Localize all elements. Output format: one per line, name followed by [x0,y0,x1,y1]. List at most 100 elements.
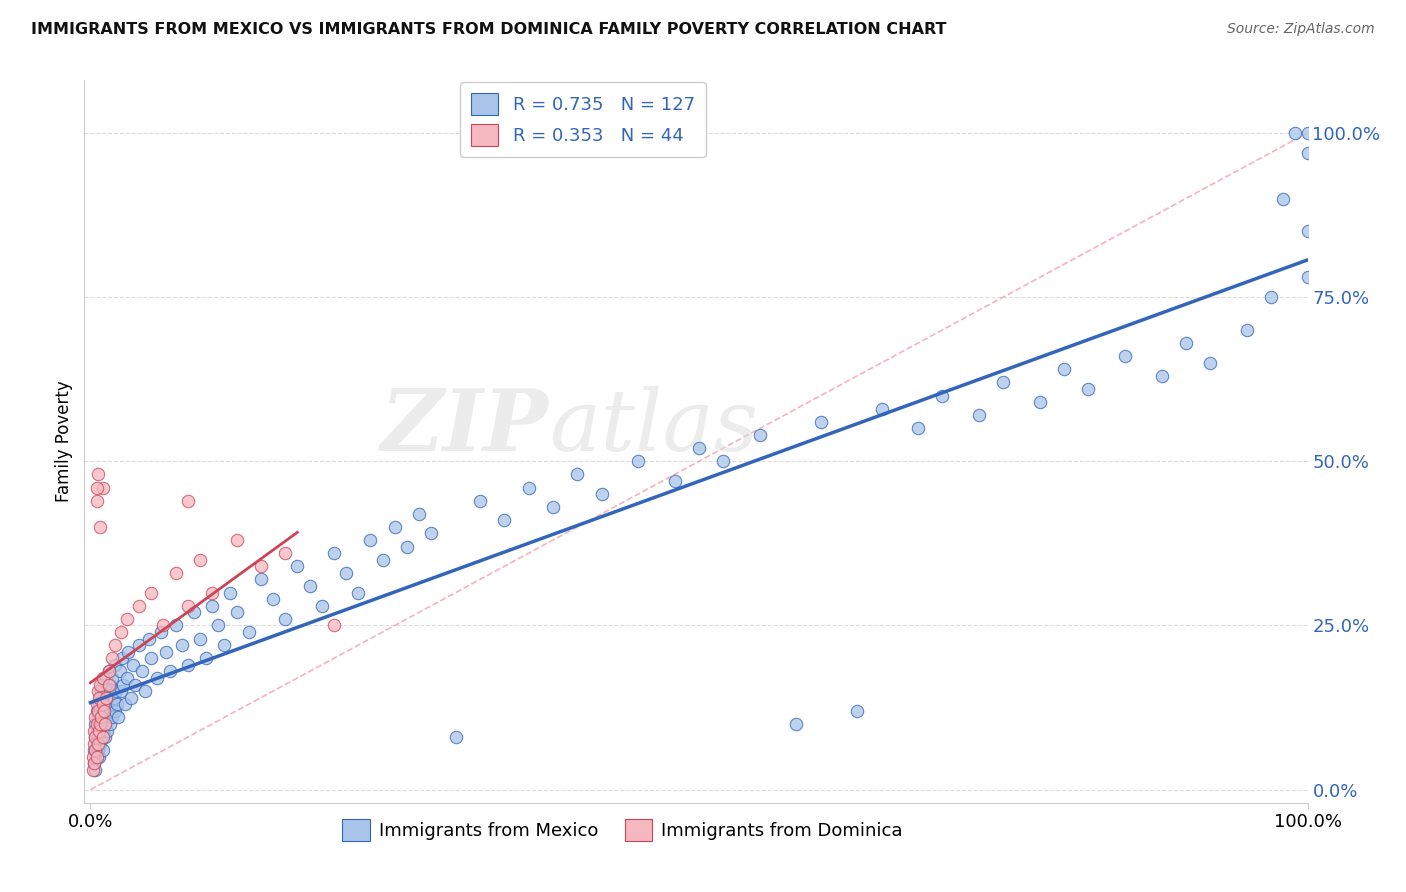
Point [225,605,247,619]
Point [115,671,138,685]
Point [150,625,173,640]
Point [104,704,127,718]
Point [371,553,394,567]
Point [90,710,112,724]
Point [1296,126,1319,140]
Point [1053,362,1076,376]
Point [1260,290,1282,304]
Point [1199,356,1222,370]
Point [1029,395,1052,409]
Point [87,723,110,738]
Point [87,690,110,705]
Point [177,657,200,672]
Point [84,730,107,744]
Point [86,737,108,751]
Point [141,651,163,665]
Point [159,665,181,679]
Point [87,698,110,712]
Point [188,553,211,567]
Point [225,533,247,547]
Point [83,756,105,771]
Point [84,710,107,724]
Point [101,671,124,685]
Point [86,749,108,764]
Point [97,704,120,718]
Point [591,487,613,501]
Point [250,559,273,574]
Point [83,756,105,771]
Point [322,618,344,632]
Point [110,625,132,640]
Point [152,618,174,632]
Point [1296,224,1319,238]
Point [87,737,110,751]
Point [91,698,114,712]
Point [664,474,686,488]
Point [96,710,118,724]
Text: atlas: atlas [550,385,758,468]
Point [84,743,107,757]
Point [105,698,128,712]
Point [1236,323,1258,337]
Point [931,388,953,402]
Point [146,671,169,685]
Point [103,690,125,705]
Point [1284,126,1306,140]
Point [115,612,138,626]
Point [250,573,273,587]
Point [177,599,200,613]
Point [107,710,129,724]
Point [128,599,150,613]
Point [117,645,139,659]
Point [1272,192,1295,206]
Point [108,665,131,679]
Point [1077,382,1099,396]
Point [567,467,589,482]
Point [91,677,114,691]
Point [94,717,117,731]
Point [93,717,115,731]
Point [84,730,107,744]
Point [84,717,107,731]
Point [494,513,516,527]
Point [86,481,108,495]
Point [627,454,650,468]
Point [907,421,929,435]
Point [124,677,146,691]
Point [83,737,105,751]
Point [96,690,118,705]
Point [111,651,134,665]
Point [87,710,110,724]
Point [83,723,105,738]
Point [89,520,111,534]
Point [98,717,121,731]
Point [82,763,104,777]
Point [285,559,308,574]
Point [1174,336,1197,351]
Point [207,618,229,632]
Point [82,749,104,764]
Text: IMMIGRANTS FROM MEXICO VS IMMIGRANTS FROM DOMINICA FAMILY POVERTY CORRELATION CH: IMMIGRANTS FROM MEXICO VS IMMIGRANTS FRO… [31,22,946,37]
Point [91,723,114,738]
Point [748,428,770,442]
Point [86,717,108,731]
Point [89,717,111,731]
Point [138,632,160,646]
Point [96,684,118,698]
Point [347,585,370,599]
Point [967,409,990,423]
Point [87,730,110,744]
Point [274,546,297,560]
Point [98,677,121,691]
Point [97,677,120,691]
Point [87,684,110,698]
Text: Source: ZipAtlas.com: Source: ZipAtlas.com [1227,22,1375,37]
Point [112,677,135,691]
Point [93,704,115,718]
Point [219,585,242,599]
Point [97,665,120,679]
Point [262,592,284,607]
Point [870,401,893,416]
Point [1114,349,1136,363]
Point [86,698,108,712]
